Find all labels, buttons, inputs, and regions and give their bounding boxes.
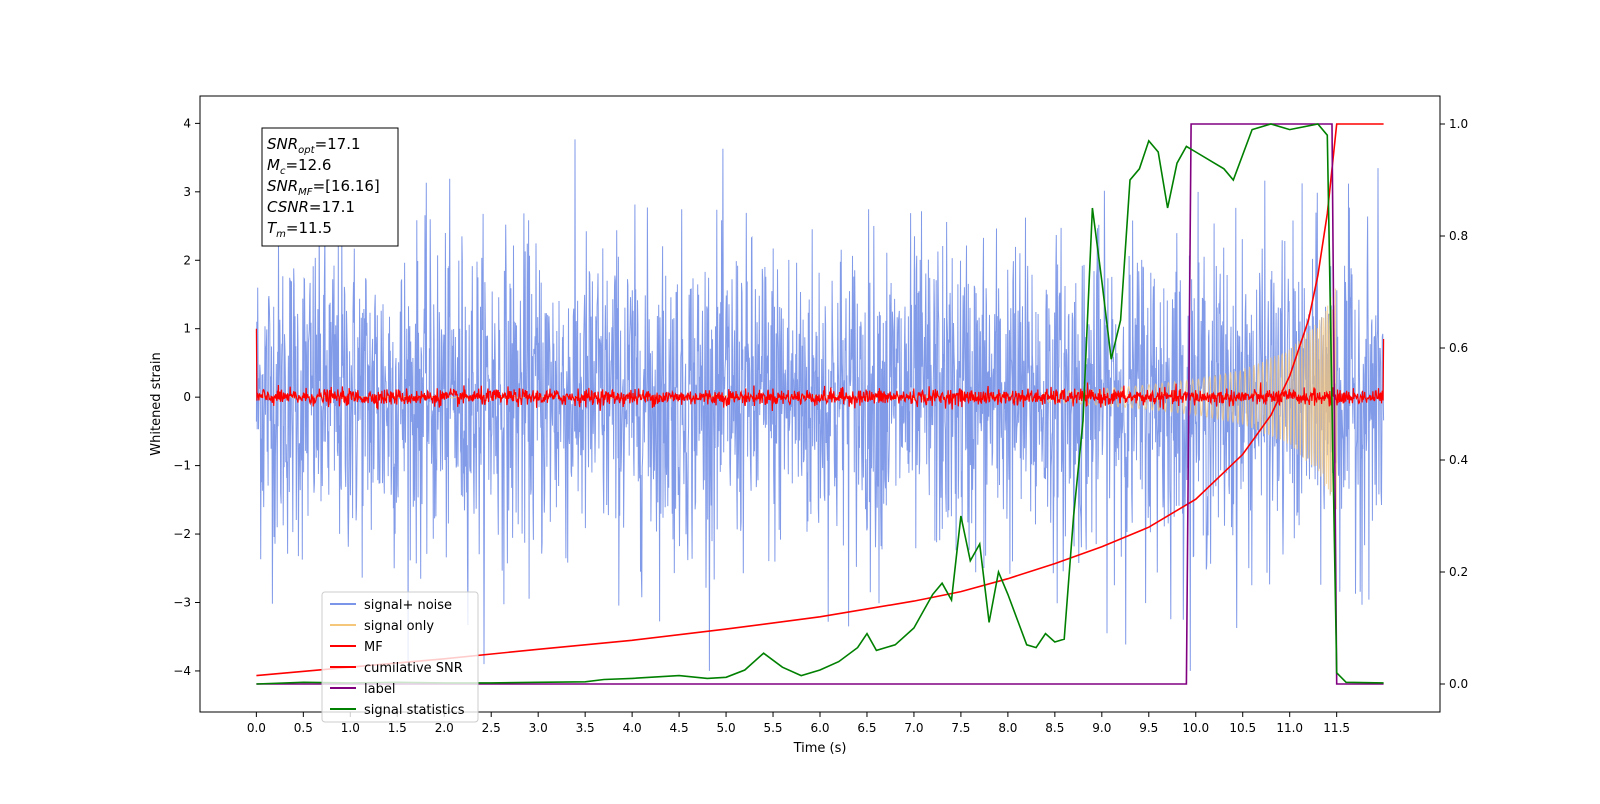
annotation-tm-value: =11.5 [286,219,332,237]
y-tick-label: 1 [183,322,191,336]
x-tick-label: 10.5 [1229,721,1256,735]
series-layer-left [255,139,1385,671]
annotation-frame [261,127,399,247]
x-tick-label: 2.0 [435,721,454,735]
x-tick-label: 7.0 [904,721,923,735]
y-axis-right: 1.0 0.8 0.6 0.4 0.2 0.0 [1440,117,1468,691]
legend-frame [321,591,479,723]
x-tick-label: 10.0 [1182,721,1209,735]
y2-tick-label: 0.6 [1449,341,1468,355]
y2-tick-label: 1.0 [1449,117,1468,131]
legend-label: cumilative SNR [364,661,463,676]
x-tick-label: 3.0 [529,721,548,735]
y-tick-label: 3 [183,185,191,199]
legend-label: MF [364,640,383,655]
x-tick-label: 7.5 [951,721,970,735]
y-axis-label: Whitened strain [149,352,164,455]
series-line-label [256,123,1384,685]
y-axis-left: 4 3 2 1 0 −1 −2 −3 −4 [173,116,200,678]
x-tick-label: 8.0 [998,721,1017,735]
x-tick-label: 6.0 [810,721,829,735]
annotation-mc-value: =12.6 [285,156,331,174]
x-tick-label: 8.5 [1045,721,1064,735]
y-tick-label: −4 [173,664,191,678]
y-tick-label: −3 [173,595,191,609]
x-tick-label: 3.5 [576,721,595,735]
annotation-csnr: CSNR=17.1 [267,198,355,216]
y-tick-label: 2 [183,253,191,267]
y-tick-label: 4 [183,116,191,130]
x-axis: 0.0 0.5 1.0 1.5 2.0 2.5 3.0 3.5 4.0 4.5 5.0 5.5 6.0 6… [247,712,1350,735]
x-tick-label: 0.5 [294,721,313,735]
x-tick-label: 1.5 [388,721,407,735]
series-line-mf [255,328,1385,412]
x-tick-label: 5.5 [763,721,782,735]
x-axis-label: Time (s) [793,741,847,756]
x-tick-label: 6.5 [857,721,876,735]
annotation-snr-opt-value: =17.1 [315,135,361,153]
y-tick-label: 0 [183,390,191,404]
x-tick-label: 4.0 [623,721,642,735]
annotation-mc: Mc=12.6 [267,156,331,177]
y2-tick-label: 0.8 [1449,229,1468,243]
annotation-snr-mf: SNRMF=[16.16] [267,177,380,198]
series-layer-right [256,123,1384,685]
annotation-snr-mf-value: =[16.16] [313,177,380,195]
x-tick-label: 9.5 [1139,721,1158,735]
annotation-snr-opt: SNRopt=17.1 [267,135,361,156]
x-tick-label: 0.0 [247,721,266,735]
y2-tick-label: 0.4 [1449,453,1468,467]
series-line-signal-noise [255,139,1385,671]
legend: signal+ noise signal only MF cumilative SNR… [321,591,479,723]
legend-label: signal only [364,619,434,634]
x-tick-label: 11.0 [1276,721,1303,735]
x-tick-label: 9.0 [1092,721,1111,735]
y2-tick-label: 0.2 [1449,565,1468,579]
series-line-cumilative-snr [256,123,1384,677]
x-tick-label: 1.0 [341,721,360,735]
x-tick-label: 5.0 [717,721,736,735]
legend-label: signal+ noise [364,598,452,613]
y-tick-label: −2 [173,527,191,541]
annotation-tm: Tm=11.5 [267,219,332,240]
annotation-box: SNRopt=17.1 Mc=12.6 SNRMF=[16.16] CSNR=1… [261,127,399,247]
y2-tick-label: 0.0 [1449,677,1468,691]
x-tick-label: 4.5 [670,721,689,735]
x-tick-label: 11.5 [1323,721,1350,735]
series-line-signal-statistics [256,123,1384,685]
x-tick-label: 2.5 [482,721,501,735]
annotation-csnr-value: =17.1 [309,198,355,216]
legend-label: label [364,682,395,697]
y-tick-label: −1 [173,459,191,473]
legend-label: signal statistics [364,703,465,718]
